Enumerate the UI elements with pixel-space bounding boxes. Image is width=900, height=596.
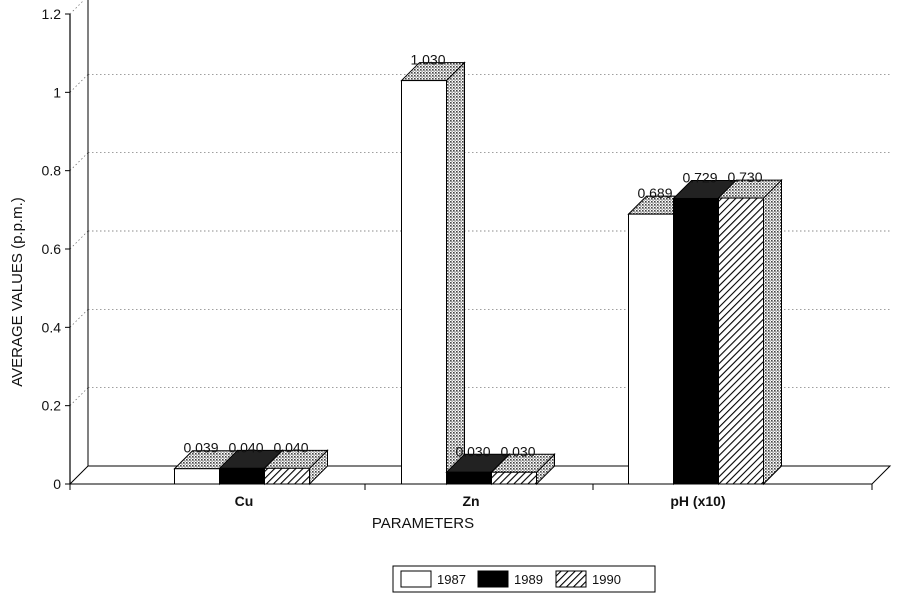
legend-box (392, 565, 656, 593)
bar-front (628, 213, 674, 485)
gridline-diagonal (69, 74, 89, 93)
bar-front (446, 471, 492, 485)
legend-label-1987: 1987 (437, 572, 466, 587)
bar-1990-Zn (490, 453, 556, 486)
value-labels: 0.039 0.040 0.040 1.030 0.030 0.030 0.689 0.729… (183, 52, 762, 460)
y-tick-label: 0 (53, 476, 61, 492)
y-tick-label: 1 (53, 84, 61, 100)
gridline-diagonal (69, 387, 89, 406)
data-label: 0.689 (637, 185, 672, 201)
y-tick-label: 0.2 (42, 398, 62, 414)
gridline-diagonal (69, 0, 85, 15)
legend-swatch-1989 (477, 570, 509, 588)
data-label: 0.730 (727, 169, 762, 185)
x-tick-label: Cu (235, 493, 254, 509)
legend: 1987 1989 1990 (392, 565, 656, 593)
legend-label-1990: 1990 (592, 572, 621, 587)
bar-front (264, 467, 310, 485)
x-axis-label: PARAMETERS (372, 515, 474, 532)
axes: 0 0.2 0.4 0.6 0.8 1 1.2 Cu Zn pH (x10) (42, 0, 892, 509)
bar-1990-pH (x10) (717, 178, 783, 486)
y-tick-label: 0.4 (42, 319, 62, 335)
y-tick-label: 0.8 (42, 163, 62, 179)
bar-front (673, 197, 719, 485)
gridline-diagonal (69, 230, 89, 250)
bar-front (718, 197, 764, 485)
x-tick-label: Zn (462, 493, 479, 509)
legend-swatch-1990 (555, 570, 587, 588)
data-label: 0.729 (682, 169, 717, 185)
data-label: 0.030 (500, 443, 535, 459)
bar-front (219, 467, 265, 485)
data-label: 0.040 (273, 439, 308, 455)
bar-front (401, 80, 447, 485)
y-axis-label: AVERAGE VALUES (p.p.m.) (9, 197, 26, 387)
bar-1987-Zn (400, 61, 466, 486)
bar-front (174, 468, 220, 485)
gridline-diagonal (69, 152, 89, 171)
bar-front (491, 471, 537, 485)
bars (173, 61, 783, 486)
legend-label-1989: 1989 (514, 572, 543, 587)
x-tick-label: pH (x10) (670, 493, 725, 509)
data-label: 1.030 (410, 52, 445, 68)
y-tick-label: 0.6 (42, 241, 62, 257)
bar-side (446, 61, 465, 486)
data-label: 0.039 (183, 440, 218, 456)
bar-side (763, 178, 782, 486)
gridline-diagonal (69, 309, 89, 328)
bar-1990-Cu (263, 449, 329, 486)
legend-swatch-1987 (400, 570, 432, 588)
data-label: 0.030 (455, 443, 490, 459)
data-label: 0.040 (228, 439, 263, 455)
y-tick-label: 1.2 (42, 6, 62, 22)
floor (68, 465, 892, 485)
